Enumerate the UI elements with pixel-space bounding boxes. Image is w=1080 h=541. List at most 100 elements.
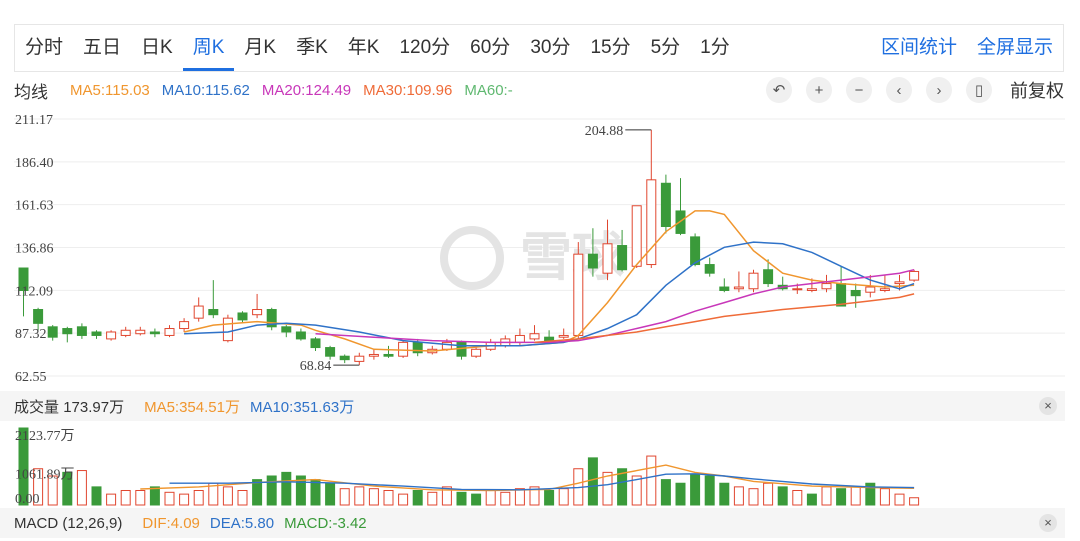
fullscreen-link[interactable]: 全屏显示 (976, 37, 1053, 58)
volume-bar (529, 486, 540, 506)
tab-5[interactable]: 季K (296, 37, 328, 58)
candle-body (325, 347, 336, 357)
tab-7[interactable]: 120分 (399, 37, 451, 58)
volume-bar (471, 493, 482, 506)
candle-body (763, 269, 774, 285)
volume-bar (879, 488, 890, 506)
volume-bar (690, 473, 701, 506)
prev-icon[interactable]: ‹ (886, 77, 912, 103)
candle-body (865, 286, 876, 293)
tab-12[interactable]: 1分 (700, 37, 730, 58)
candle-body (149, 331, 160, 335)
volume-bar (704, 475, 715, 506)
volume-bar (91, 486, 102, 506)
tab-1[interactable]: 五日 (83, 37, 122, 58)
volume-tick-label: 0.00 (15, 492, 40, 507)
volume-bar (427, 491, 438, 506)
volume-bar (821, 486, 832, 506)
candle-body (529, 333, 540, 340)
tab-4[interactable]: 月K (244, 37, 277, 58)
volume-bar (675, 482, 686, 506)
candle-body (368, 353, 379, 357)
tab-2[interactable]: 日K (141, 37, 173, 58)
candle-body (281, 326, 292, 333)
tab-8[interactable]: 60分 (470, 37, 511, 58)
candle-body (339, 355, 350, 361)
volume-title: 成交量 173.97万 (14, 398, 125, 416)
candle-body (91, 331, 102, 336)
candle-body (660, 182, 671, 228)
candle-body (894, 281, 905, 285)
tab-11[interactable]: 5分 (650, 37, 681, 58)
adjust-mode-button[interactable]: 前复权 (1010, 81, 1064, 101)
candle-body (120, 329, 131, 336)
volume-bar (412, 489, 423, 506)
tab-3[interactable]: 周K (182, 28, 235, 71)
volume-bar (398, 493, 409, 506)
undo-icon[interactable]: ↶ (766, 77, 792, 103)
volume-ma-item-0: MA5:354.51万 (144, 398, 240, 416)
volume-bar (763, 482, 774, 506)
volume-bar (587, 457, 598, 506)
volume-bar (295, 475, 306, 506)
volume-ma-ma10 (169, 473, 915, 491)
volume-header: 成交量 173.97万 MA5:354.51万 MA10:351.63万 × (0, 391, 1065, 421)
volume-bar (325, 482, 336, 506)
candle-body (383, 353, 394, 357)
volume-bar (62, 471, 73, 506)
candle-body (222, 317, 233, 342)
candle-body (792, 288, 803, 291)
volume-bar (850, 486, 861, 506)
volume-bar (33, 468, 44, 506)
tab-6[interactable]: 年K (347, 37, 380, 58)
candle-body (295, 331, 306, 340)
extreme-label: 204.88 (585, 124, 624, 139)
volume-bar (485, 489, 496, 506)
candle-body (704, 264, 715, 274)
candle-body (208, 309, 219, 316)
tab-9[interactable]: 30分 (530, 37, 571, 58)
tab-10[interactable]: 15分 (590, 37, 631, 58)
volume-bar (135, 489, 146, 506)
volume-bar (894, 493, 905, 506)
close-volume-button[interactable]: × (1039, 397, 1057, 415)
price-tick-label: 211.17 (15, 113, 53, 128)
candle-body (62, 328, 73, 335)
volume-bar (281, 471, 292, 506)
volume-tick-label: 1061.89万 (15, 468, 75, 483)
watermark-icon (440, 226, 504, 290)
volume-bar (252, 479, 263, 506)
candle-body (193, 305, 204, 319)
volume-bar (222, 486, 233, 506)
volume-bar (441, 486, 452, 506)
volume-bar (456, 491, 467, 506)
volume-ma-ma5 (140, 464, 915, 492)
volume-bar (193, 489, 204, 506)
candle-body (850, 289, 861, 297)
candle-body (398, 341, 409, 357)
minus-icon[interactable]: − (846, 77, 872, 103)
next-icon[interactable]: › (926, 77, 952, 103)
ma-legend-item-3: MA30:109.96 (363, 81, 453, 99)
candle-body (836, 283, 847, 307)
candle-icon[interactable]: ▯ (966, 77, 992, 103)
candle-body (587, 253, 598, 269)
volume-bar (179, 493, 190, 506)
close-macd-button[interactable]: × (1039, 514, 1057, 532)
extreme-label: 68.84 (300, 359, 332, 374)
candle-body (558, 334, 569, 338)
candle-body (18, 267, 29, 291)
volume-bar (719, 482, 730, 506)
candle-body (135, 329, 146, 335)
candle-body (47, 326, 58, 338)
volume-bar (310, 479, 321, 506)
volume-bar (909, 497, 920, 506)
volume-bar (18, 427, 29, 506)
plus-icon[interactable]: + (806, 77, 832, 103)
candle-body (310, 338, 321, 349)
tab-0[interactable]: 分时 (25, 37, 64, 58)
volume-tick-label: 2123.77万 (15, 429, 75, 444)
interval-stats-link[interactable]: 区间统计 (880, 37, 957, 58)
candle-body (471, 348, 482, 357)
